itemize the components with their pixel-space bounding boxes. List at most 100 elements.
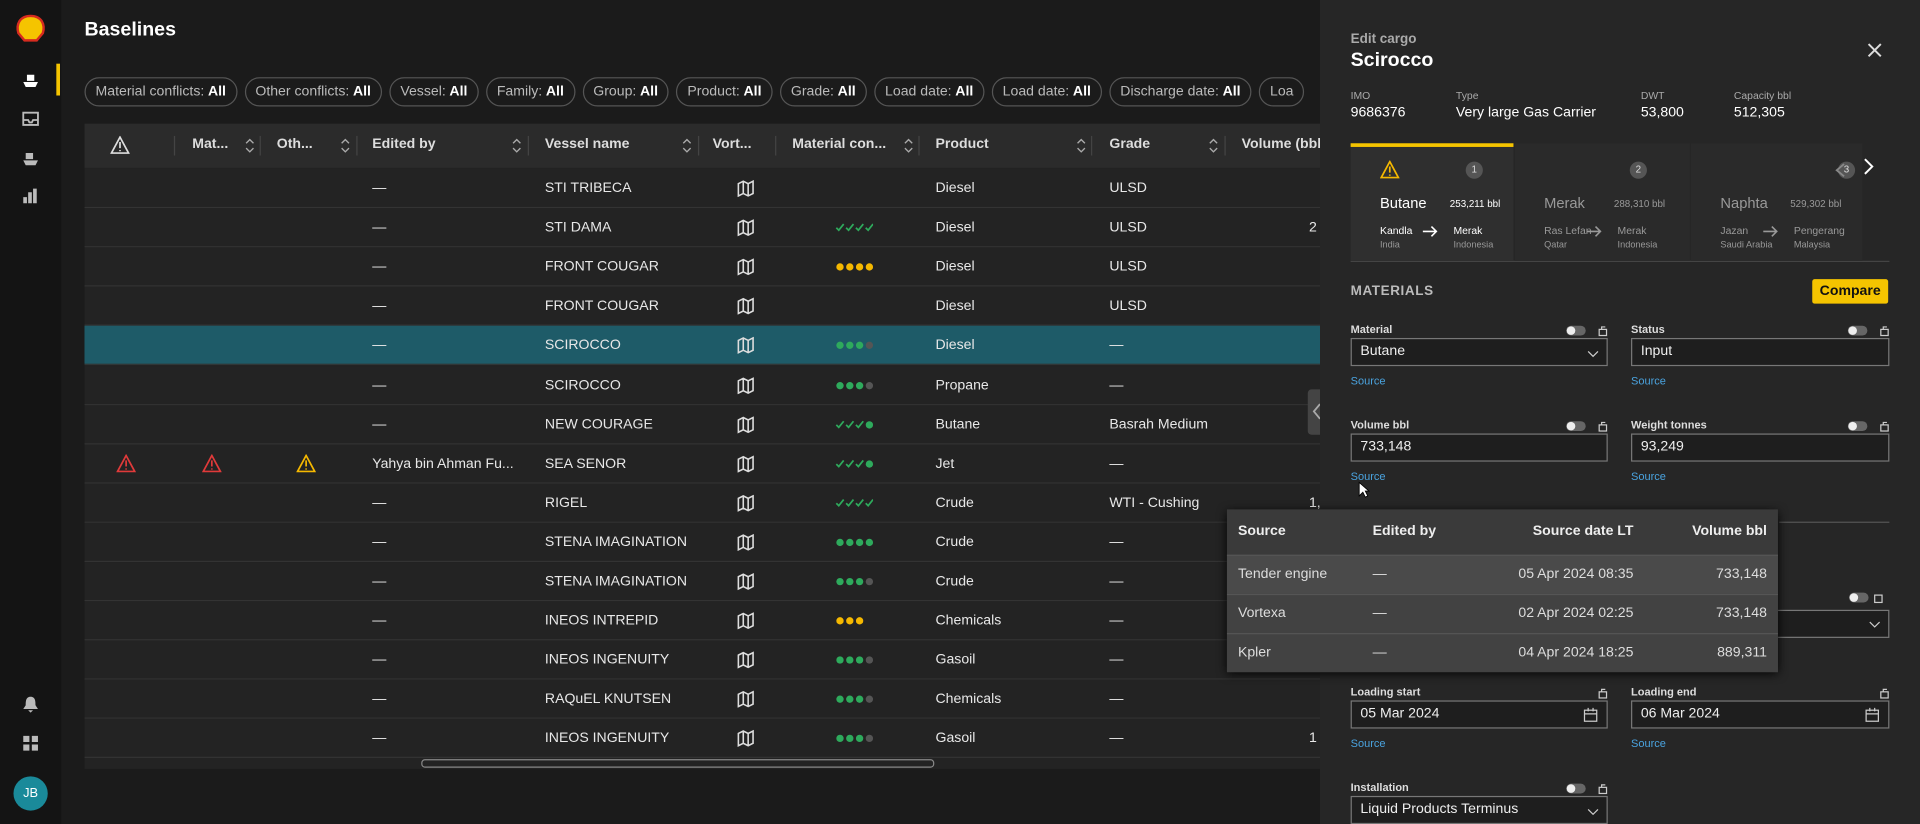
table-row[interactable]: — INEOS INGENUITY Gasoil — 1 xyxy=(84,719,1321,759)
field-label: Status xyxy=(1631,323,1665,336)
cargo-tab[interactable]: 2 Merak 288,310 bbl Ras Lefan Qatar Merak Indo… xyxy=(1514,143,1690,261)
scrollbar[interactable] xyxy=(421,759,935,768)
cell-product: Crude xyxy=(935,534,974,550)
source-link[interactable]: Source xyxy=(1631,470,1666,483)
column-header[interactable]: Material con... xyxy=(792,137,887,152)
table-row[interactable]: — STENA IMAGINATION Crude — xyxy=(84,562,1321,602)
cell-vessel: STI DAMA xyxy=(544,220,612,236)
cell-edited-by: — xyxy=(372,692,387,707)
column-header[interactable]: Mat... xyxy=(192,137,229,152)
cell-product: Chemicals xyxy=(935,692,1002,707)
map-icon xyxy=(737,179,754,198)
column-header[interactable]: Edited by xyxy=(372,137,436,152)
cargo-tab[interactable]: 3 Naphta 529,302 bbl Jazan Saudi Arabia Penge… xyxy=(1691,143,1863,261)
info-value: 9686376 xyxy=(1350,105,1406,121)
popup-cell: — xyxy=(1372,566,1387,582)
status-indicator xyxy=(824,337,874,354)
field-input[interactable]: Butane xyxy=(1350,337,1608,367)
column-header[interactable]: Volume (bbl xyxy=(1241,137,1322,152)
source-link[interactable]: Source xyxy=(1631,737,1666,750)
tab-divider xyxy=(1350,260,1890,263)
popup-header: Source xyxy=(1237,524,1286,539)
popup-cell: 889,311 xyxy=(1717,645,1767,661)
table-row[interactable]: — STI DAMA Diesel ULSD 2 xyxy=(84,208,1321,248)
filter-chip[interactable]: Other conflicts: All xyxy=(244,77,382,107)
edit-panel: Edit cargo Scirocco MATERIALS Compare IM… xyxy=(1320,0,1920,824)
source-link[interactable]: Source xyxy=(1350,470,1386,483)
source-link[interactable]: Source xyxy=(1350,374,1386,387)
field-input[interactable]: 733,148 xyxy=(1350,433,1608,462)
table-row[interactable]: — FRONT COUGAR Diesel ULSD xyxy=(84,286,1321,327)
table-row[interactable]: — INEOS INGENUITY Gasoil — xyxy=(84,640,1321,680)
filter-chip[interactable]: Loa xyxy=(1258,77,1305,107)
table-row[interactable]: — NEW COURAGE Butane Basrah Medium xyxy=(84,404,1321,444)
popup-row: Tender engine — 05 Apr 2024 08:35 733,148 xyxy=(1226,554,1778,594)
nav-inbox[interactable] xyxy=(21,109,41,129)
table-row[interactable]: — SCIROCCO Propane — xyxy=(84,365,1321,405)
close-button[interactable] xyxy=(1867,43,1882,58)
table-row[interactable]: — FRONT COUGAR Diesel ULSD xyxy=(84,247,1321,287)
info-label: DWT xyxy=(1640,89,1665,102)
column-header[interactable]: Vort... xyxy=(712,137,752,152)
cell-grade: ULSD xyxy=(1109,259,1147,275)
filter-chip[interactable]: Discharge date: All xyxy=(1109,77,1252,107)
sort-icon xyxy=(682,138,692,153)
route-arrow xyxy=(1422,225,1439,237)
field-input[interactable]: 93,249 xyxy=(1631,433,1890,462)
avatar[interactable]: JB xyxy=(13,776,48,811)
column-header[interactable]: Product xyxy=(935,137,989,152)
filter-chip[interactable]: Load date: All xyxy=(991,77,1102,107)
filter-chip[interactable]: Vessel: All xyxy=(389,77,479,107)
tabs-next[interactable] xyxy=(1861,157,1876,177)
nav-vessels[interactable] xyxy=(21,70,41,90)
filter-chip[interactable]: Product: All xyxy=(676,77,773,107)
field-input[interactable]: 06 Mar 2024 xyxy=(1631,700,1890,729)
table-row[interactable]: — INEOS INTREPID Chemicals — xyxy=(84,601,1321,641)
filter-chip[interactable]: Grade: All xyxy=(779,77,867,107)
status-indicator xyxy=(824,455,874,472)
info-value: 512,305 xyxy=(1733,105,1785,121)
popup-cell: — xyxy=(1372,645,1387,661)
toggle[interactable] xyxy=(1848,591,1883,604)
table-row[interactable]: — RAQuEL KNUTSEN Chemicals — xyxy=(84,679,1321,720)
filter-chip[interactable]: Family: All xyxy=(485,77,575,107)
cell-edited-by: Yahya bin Ahman Fu... xyxy=(372,456,514,472)
nav-reports[interactable] xyxy=(21,186,41,206)
source-link[interactable]: Source xyxy=(1350,737,1386,750)
page-title: Baselines xyxy=(84,19,176,41)
table-row[interactable]: Yahya bin Ahman Fu... SEA SENOR Jet — xyxy=(84,444,1321,484)
cell-product: Diesel xyxy=(935,299,975,314)
column-separator xyxy=(356,135,358,156)
cargo-tab[interactable]: 1 Butane 253,211 bbl Kandla India Merak Indone… xyxy=(1350,143,1514,261)
table-row[interactable]: — SCIROCCO Diesel — xyxy=(84,326,1321,366)
column-header[interactable]: Vessel name xyxy=(544,137,630,152)
warning-icon xyxy=(201,453,222,474)
lock xyxy=(1880,687,1890,699)
active-indicator xyxy=(56,63,61,96)
sidebar: JB xyxy=(0,0,62,824)
cell-grade: — xyxy=(1109,731,1124,747)
nav-notifications[interactable] xyxy=(22,696,39,713)
tab-to-country: Malaysia xyxy=(1793,238,1831,250)
nav-ships[interactable] xyxy=(21,148,41,168)
column-header[interactable]: Grade xyxy=(1109,137,1151,152)
source-link[interactable]: Source xyxy=(1631,374,1666,387)
status-indicator xyxy=(824,573,874,590)
field-input[interactable]: Liquid Products Terminus xyxy=(1350,795,1608,824)
table-row[interactable]: — RIGEL Crude WTI - Cushing 1, xyxy=(84,483,1321,523)
table-row[interactable]: — STI TRIBECA Diesel ULSD xyxy=(84,168,1321,209)
filter-chip[interactable]: Material conflicts: All xyxy=(84,77,237,107)
filter-chip[interactable]: Group: All xyxy=(582,77,670,107)
compare-button[interactable]: Compare xyxy=(1812,279,1889,304)
table-row[interactable]: — STENA IMAGINATION Crude — xyxy=(84,522,1321,562)
field-input[interactable]: 05 Mar 2024 xyxy=(1350,700,1608,729)
cell-edited-by: — xyxy=(372,731,387,747)
field-input[interactable]: Input xyxy=(1631,337,1890,367)
sort-icon xyxy=(512,138,522,153)
column-header[interactable]: Oth... xyxy=(276,137,313,152)
cell-volume: 2 xyxy=(1308,220,1317,236)
filter-chip[interactable]: Load date: All xyxy=(874,77,985,107)
filter-value: All xyxy=(743,84,762,100)
status-indicator xyxy=(824,259,874,276)
nav-apps[interactable] xyxy=(22,735,39,752)
